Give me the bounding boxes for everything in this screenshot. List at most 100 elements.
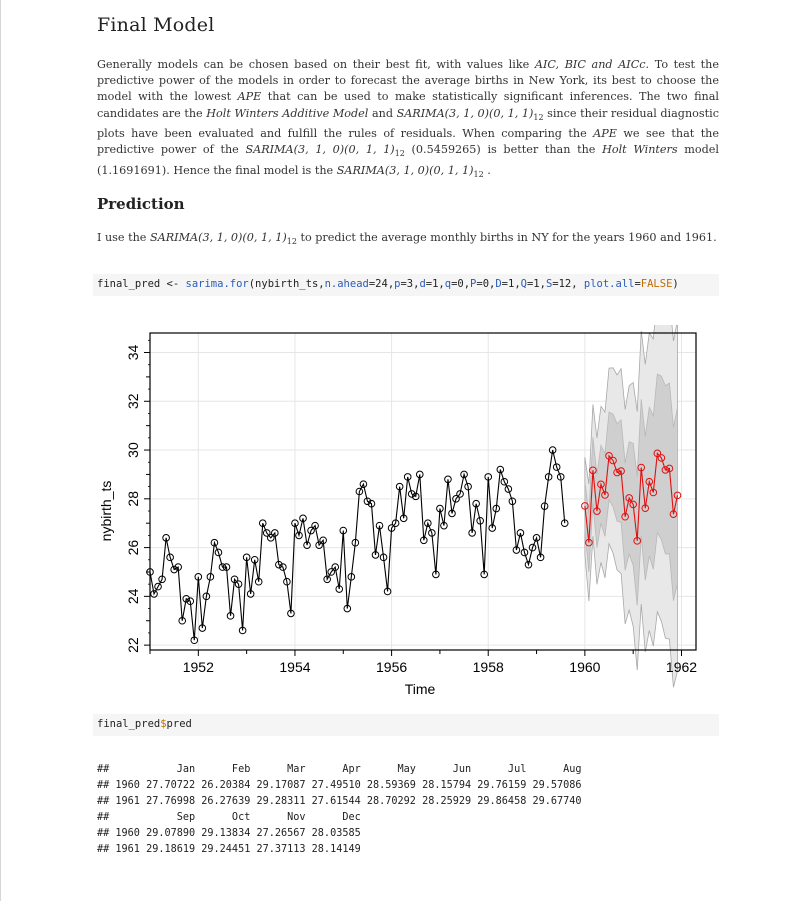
observed-point	[323, 575, 331, 584]
predicted-point	[613, 468, 621, 477]
observed-point	[295, 531, 303, 540]
heading-prediction: Prediction	[97, 195, 185, 213]
observed-point	[182, 594, 191, 603]
observed-point	[448, 509, 456, 518]
observed-point	[468, 529, 476, 537]
observed-point	[371, 551, 380, 559]
observed-point	[532, 534, 541, 542]
code-block-sarima-for	[93, 274, 719, 296]
observed-point	[250, 555, 259, 564]
y-axis-label: nybirth_ts	[98, 481, 114, 542]
observed-point	[335, 585, 344, 593]
predicted-point	[633, 537, 642, 545]
observed-point	[347, 573, 356, 581]
observed-point	[540, 502, 549, 510]
y-tick-label: 24	[125, 588, 141, 604]
observed-point	[206, 573, 215, 581]
observed-point	[496, 465, 505, 474]
observed-point	[266, 534, 275, 542]
observed-point	[403, 473, 412, 481]
code-block-final-pred	[93, 714, 719, 736]
hw-text: Holt Winters	[602, 143, 678, 157]
observed-point	[440, 521, 448, 530]
x-tick-label: 1954	[279, 659, 310, 675]
text: To test the predictive power of the mode…	[97, 58, 719, 104]
observed-point	[327, 568, 335, 576]
predicted-point	[673, 491, 682, 500]
observed-point	[464, 482, 472, 491]
observed-point	[154, 582, 162, 591]
observed-point	[544, 473, 553, 481]
observed-point	[222, 563, 231, 571]
y-tick-label: 28	[125, 491, 141, 507]
x-tick-label: 1960	[569, 659, 600, 675]
observed-point	[508, 497, 517, 506]
sarima-text: SARIMA(3, 1, 0)(0, 1, 1)	[396, 106, 534, 120]
observed-point	[198, 624, 207, 632]
text: I use the	[97, 231, 150, 244]
text: (0.5459265) is better than the	[404, 143, 603, 157]
predicted-point	[637, 463, 646, 472]
observed-point	[178, 616, 187, 625]
output-line: ## Sep Oct Nov Dec	[97, 811, 361, 823]
observed-point	[524, 560, 533, 569]
observed-point	[383, 587, 392, 596]
predicted-point	[649, 488, 658, 497]
observed-point	[432, 570, 440, 579]
observed-point	[359, 480, 368, 488]
x-tick-label: 1956	[376, 659, 407, 675]
observed-point	[391, 519, 400, 527]
text: Generally models can be chosen based on …	[97, 58, 535, 71]
text: to predict the average monthly births in…	[296, 231, 717, 244]
observed-point	[456, 490, 464, 498]
observed-point	[351, 538, 360, 547]
observed-point	[331, 563, 340, 571]
observed-point	[355, 487, 364, 496]
text: since their residual diagnostic plots ha…	[97, 106, 719, 141]
predicted-point	[601, 491, 609, 499]
output-line: ## 1961 27.76998 26.27639 29.28311 27.61…	[97, 795, 582, 807]
observed-point	[303, 541, 311, 549]
observed-point	[174, 563, 182, 571]
x-tick-label: 1952	[183, 659, 214, 675]
predicted-point	[589, 466, 597, 475]
sarima-text: SARIMA(3, 1, 0)(0, 1, 1)	[336, 163, 474, 177]
observed-point	[158, 575, 166, 584]
observed-point	[210, 538, 219, 547]
predicted-point	[581, 502, 589, 510]
predicted-point	[657, 454, 666, 462]
observed-point	[452, 495, 460, 503]
observed-point	[339, 526, 348, 535]
observed-point	[343, 604, 352, 613]
predicted-point	[641, 504, 650, 512]
predicted-point	[665, 464, 674, 473]
observed-point	[480, 570, 489, 579]
chart-axes: 1952 1954 1956 1958 1960 1962 22 24 26 28 30 32 34	[125, 332, 697, 675]
observed-point	[500, 477, 509, 486]
criteria-text: AIC, BIC and AICc.	[534, 58, 650, 71]
observed-point	[424, 519, 432, 527]
observed-point	[367, 499, 376, 508]
observed-point	[476, 516, 484, 525]
observed-point	[287, 609, 295, 618]
observed-point	[444, 475, 452, 484]
observed-point	[238, 626, 247, 635]
code-final-pred: final_pred$pred	[97, 718, 192, 730]
predicted-point	[597, 480, 605, 489]
heading-final-model: Final Model	[97, 14, 215, 36]
prediction-bands	[584, 325, 678, 688]
observed-point	[428, 529, 436, 537]
observed-point	[319, 536, 327, 545]
forecast-chart: 1952 1954 1956 1958 1960 1962 22 24 26 28 30 32 34 T…	[98, 325, 697, 697]
y-tick-label: 30	[125, 442, 141, 458]
observed-point	[214, 548, 223, 557]
observed-point	[258, 519, 267, 527]
observed-point	[262, 529, 271, 537]
observed-point	[387, 524, 396, 532]
observed-point	[436, 504, 444, 513]
observed-point	[194, 573, 203, 581]
observed-point	[254, 577, 263, 586]
observed-point	[170, 565, 178, 574]
observed-point	[492, 504, 501, 513]
observed-point	[407, 490, 416, 498]
